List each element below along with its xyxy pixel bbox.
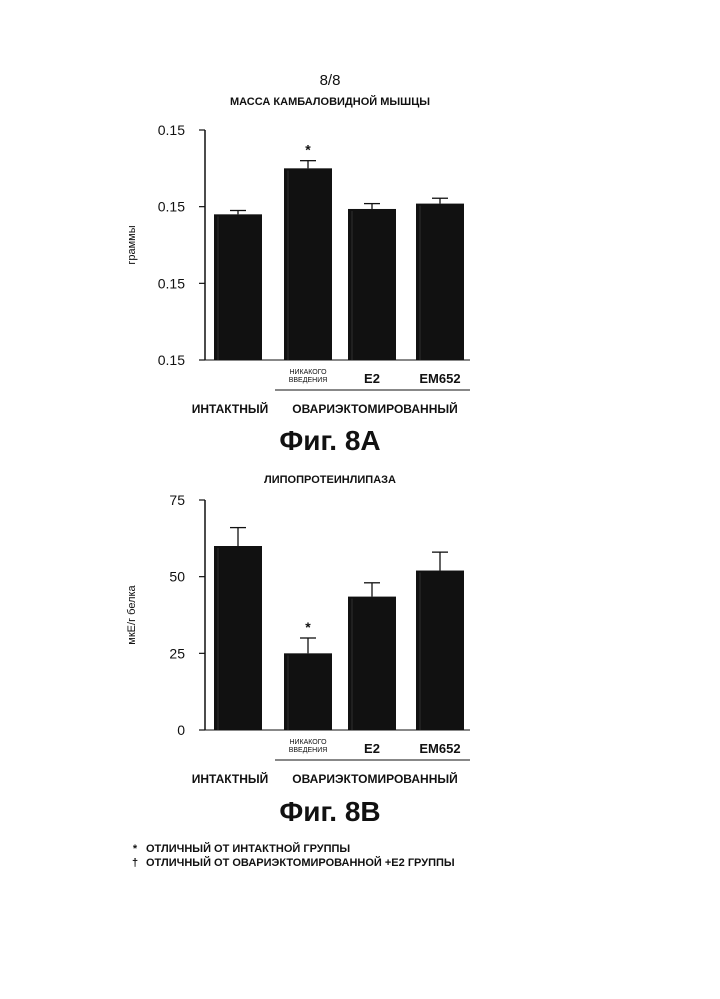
chart-b-bar [214, 546, 262, 730]
chart-b-y-tick-label: 25 [169, 645, 185, 661]
chart-a-category-label: НИКАКОГО [289, 369, 327, 376]
chart-a-bar [214, 214, 262, 360]
chart-a-y-tick-label: 0.15 [158, 352, 185, 368]
chart-b-category-label: E2 [364, 741, 380, 756]
chart-a-significance-mark: * [305, 142, 311, 158]
chart-b-significance-mark: * [305, 619, 311, 635]
chart-a-category-label: ВВЕДЕНИЯ [289, 377, 328, 384]
chart-b-group-label: ОВАРИЭКТОМИРОВАННЫЙ [292, 771, 457, 786]
chart-a-bar [284, 168, 332, 360]
chart-a-y-tick-label: 0.15 [158, 122, 185, 138]
chart-b-category-label: НИКАКОГО [289, 739, 327, 746]
chart-a-y-tick-label: 0.15 [158, 199, 185, 215]
chart-b-y-tick-label: 75 [169, 492, 185, 508]
chart-a-y-axis-label: граммы [126, 225, 138, 264]
chart-a-bar [416, 203, 464, 360]
note-row: * ОТЛИЧНЫЙ ОТ ИНТАКТНОЙ ГРУППЫ [130, 842, 455, 856]
significance-notes: * ОТЛИЧНЫЙ ОТ ИНТАКТНОЙ ГРУППЫ † ОТЛИЧНЫ… [130, 842, 455, 870]
chart-b-y-tick-label: 0 [177, 722, 185, 738]
note-text: ОТЛИЧНЫЙ ОТ ОВАРИЭКТОМИРОВАННОЙ +E2 ГРУП… [146, 857, 455, 869]
chart-b-y-tick-label: 50 [169, 569, 185, 585]
chart-b-title: ЛИПОПРОТЕИНЛИПАЗА [264, 474, 396, 486]
note-row: † ОТЛИЧНЫЙ ОТ ОВАРИЭКТОМИРОВАННОЙ +E2 ГР… [130, 856, 455, 870]
chart-a-bar [348, 208, 396, 360]
note-symbol: * [132, 843, 138, 855]
figure-8a-label: Фиг. 8A [279, 425, 381, 456]
chart-a-category-label: EM652 [419, 371, 460, 386]
chart-b-category-label: ВВЕДЕНИЯ [289, 747, 328, 754]
chart-b-group-label: ИНТАКТНЫЙ [192, 771, 269, 786]
chart-b-bar [416, 570, 464, 730]
chart-a-group-label: ОВАРИЭКТОМИРОВАННЫЙ [292, 401, 457, 416]
chart-a-title: МАССА КАМБАЛОВИДНОЙ МЫШЦЫ [229, 96, 431, 108]
chart-b-bar [284, 653, 332, 730]
page-number: 8/8 [319, 72, 341, 89]
figure-8b-label: Фиг. 8B [279, 796, 381, 827]
chart-b-y-axis-label: мкЕ/г белка [126, 584, 138, 644]
chart-a-category-label: E2 [364, 371, 380, 386]
note-symbol: † [131, 857, 139, 869]
chart-b-category-label: EM652 [419, 741, 460, 756]
chart-a-group-label: ИНТАКТНЫЙ [192, 401, 269, 416]
note-text: ОТЛИЧНЫЙ ОТ ИНТАКТНОЙ ГРУППЫ [146, 843, 351, 855]
chart-a-y-tick-label: 0.15 [158, 275, 185, 291]
chart-b-bar [348, 596, 396, 730]
